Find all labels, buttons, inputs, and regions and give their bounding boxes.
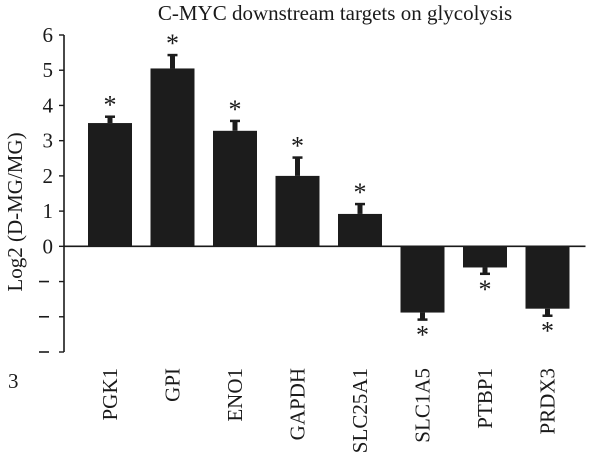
labels: 6 5 4 3 2 1 0 3 * PGK1 * GPI * ENO1 * GAPDH * SLC25A1 * SLC… <box>8 23 560 453</box>
significance-star: * <box>104 91 117 120</box>
axes <box>59 34 586 353</box>
y-tick-label: 2 <box>43 164 54 188</box>
significance-star: * <box>479 275 492 304</box>
chart-title: C-MYC downstream targets on glycolysis <box>158 1 512 25</box>
bar-slc1a5 <box>400 246 445 313</box>
bar-gapdh <box>275 175 320 247</box>
category-label: PRDX3 <box>536 368 560 435</box>
category-label: ENO1 <box>223 368 247 422</box>
category-label: SLC25A1 <box>348 368 372 453</box>
bar-eno1 <box>213 130 257 247</box>
category-label: SLC1A5 <box>411 368 435 443</box>
significance-star: * <box>166 29 179 58</box>
bar-slc25a1 <box>338 213 382 247</box>
significance-star: * <box>354 178 367 207</box>
significance-star: * <box>229 95 242 124</box>
y-tick-label: 5 <box>43 58 54 82</box>
bar-gpi <box>150 68 195 247</box>
bar-prdx3 <box>525 246 570 309</box>
significance-star: * <box>416 321 429 350</box>
bar-pgk1 <box>88 123 132 247</box>
category-label: GPI <box>161 368 185 402</box>
y-tick-label: 1 <box>43 199 54 223</box>
y-tick-label: 6 <box>43 23 54 47</box>
category-label: PTBP1 <box>473 368 497 429</box>
y-tick-label: 3 <box>43 129 54 153</box>
category-label: PGK1 <box>98 368 122 421</box>
y-tick-label: 0 <box>43 234 54 258</box>
y-tick-label: 4 <box>43 93 54 117</box>
significance-star: * <box>291 132 304 161</box>
y-axis-label: Log2 (D-MG/MG) <box>3 132 27 291</box>
significance-star: * <box>541 317 554 346</box>
bars <box>88 53 570 321</box>
bar-ptbp1 <box>463 246 507 268</box>
y-tick-label-bottom: 3 <box>8 369 19 393</box>
category-label: GAPDH <box>286 368 310 440</box>
